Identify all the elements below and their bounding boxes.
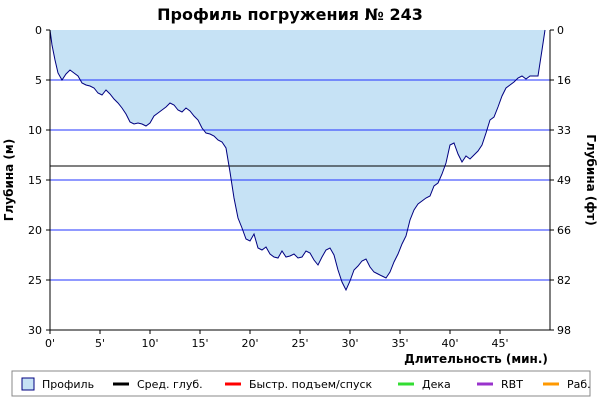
y-tick-label-left: 15 bbox=[28, 174, 42, 187]
plot-area bbox=[49, 29, 550, 292]
profile-area bbox=[50, 30, 545, 290]
profile-line bbox=[49, 29, 546, 292]
legend-label: Раб. bbox=[567, 378, 591, 391]
y-tick-label-left: 5 bbox=[35, 74, 42, 87]
legend-swatch-profile bbox=[21, 377, 35, 391]
y-tick-label-right: 0 bbox=[557, 24, 564, 37]
x-tick-label: 10' bbox=[141, 337, 158, 350]
legend-label: Быстр. подъем/спуск bbox=[249, 378, 373, 391]
legend-box bbox=[11, 370, 591, 397]
y-tick-label-right: 66 bbox=[557, 224, 571, 237]
y-tick-label-left: 25 bbox=[28, 274, 42, 287]
y-tick-label-left: 30 bbox=[28, 324, 42, 337]
x-tick-label: 15' bbox=[191, 337, 208, 350]
y-tick-label-right: 49 bbox=[557, 174, 571, 187]
y-tick-label-right: 98 bbox=[557, 324, 571, 337]
x-tick-label: 0' bbox=[45, 337, 55, 350]
y-tick-label-right: 33 bbox=[557, 124, 571, 137]
y-axis-label-right: Глубина (фт) bbox=[584, 134, 598, 225]
legend-label: Дека bbox=[422, 378, 451, 391]
x-tick-label: 35' bbox=[391, 337, 408, 350]
y-tick-label-right: 82 bbox=[557, 274, 571, 287]
y-tick-label-left: 10 bbox=[28, 124, 42, 137]
y-tick-label-left: 20 bbox=[28, 224, 42, 237]
legend-label: RBT bbox=[501, 378, 523, 391]
x-tick-label: 30' bbox=[341, 337, 358, 350]
y-tick-label-right: 16 bbox=[557, 74, 571, 87]
x-tick-label: 45' bbox=[491, 337, 508, 350]
legend-label: Профиль bbox=[42, 378, 94, 391]
x-tick-label: 25' bbox=[291, 337, 308, 350]
x-tick-label: 5' bbox=[95, 337, 105, 350]
chart-title: Профиль погружения № 243 bbox=[157, 5, 423, 24]
x-axis-label: Длительность (мин.) bbox=[404, 352, 548, 366]
x-tick-label: 40' bbox=[441, 337, 458, 350]
axes: 0 5 10 15 20 25 30 0 16 33 49 66 82 98 0' 5' 10' 15' 20' 25… bbox=[28, 24, 571, 350]
legend: Профиль Сред. глуб. Быстр. подъем/спуск Дек… bbox=[11, 370, 591, 397]
y-axis-label-left: Глубина (м) bbox=[2, 139, 16, 221]
legend-label: Сред. глуб. bbox=[137, 378, 203, 391]
x-tick-label: 20' bbox=[241, 337, 258, 350]
y-tick-label-left: 0 bbox=[35, 24, 42, 37]
